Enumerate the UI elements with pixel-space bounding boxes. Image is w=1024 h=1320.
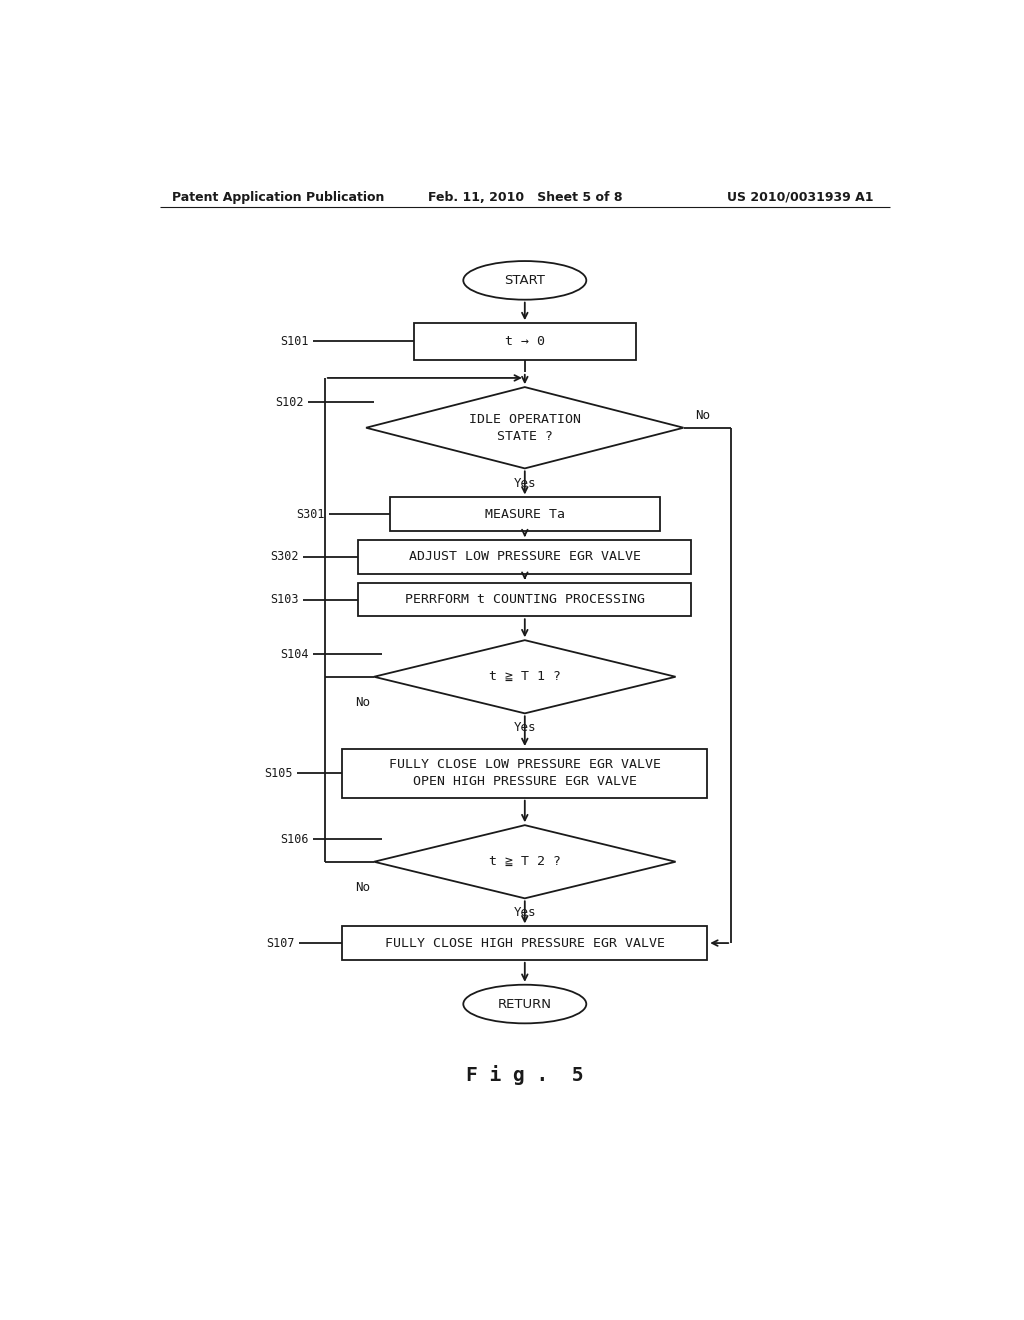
Text: S301: S301 [296, 508, 325, 520]
Text: S103: S103 [270, 593, 299, 606]
Text: S102: S102 [275, 396, 304, 409]
Text: S105: S105 [264, 767, 293, 780]
Text: S106: S106 [281, 833, 309, 846]
Text: No: No [695, 409, 711, 422]
Text: t ≧ T 1 ?: t ≧ T 1 ? [488, 671, 561, 684]
Text: Yes: Yes [514, 722, 536, 734]
Text: ADJUST LOW PRESSURE EGR VALVE: ADJUST LOW PRESSURE EGR VALVE [409, 550, 641, 564]
Text: F i g .  5: F i g . 5 [466, 1065, 584, 1085]
Bar [342, 927, 708, 960]
Bar [414, 323, 636, 359]
Text: S101: S101 [281, 335, 309, 348]
Bar [342, 748, 708, 797]
Text: RETURN: RETURN [498, 998, 552, 1011]
Text: No: No [355, 880, 370, 894]
Text: S107: S107 [266, 937, 295, 949]
Text: START: START [505, 273, 545, 286]
Text: PERRFORM t COUNTING PROCESSING: PERRFORM t COUNTING PROCESSING [404, 593, 645, 606]
Text: FULLY CLOSE HIGH PRESSURE EGR VALVE: FULLY CLOSE HIGH PRESSURE EGR VALVE [385, 937, 665, 949]
Text: t ≧ T 2 ?: t ≧ T 2 ? [488, 855, 561, 869]
Text: S104: S104 [281, 648, 309, 661]
Text: S302: S302 [270, 550, 299, 564]
Text: Yes: Yes [514, 907, 536, 920]
Text: Feb. 11, 2010   Sheet 5 of 8: Feb. 11, 2010 Sheet 5 of 8 [428, 190, 622, 203]
Bar [358, 582, 691, 616]
Text: MEASURE Ta: MEASURE Ta [484, 508, 565, 520]
Bar [390, 498, 659, 531]
Text: US 2010/0031939 A1: US 2010/0031939 A1 [727, 190, 873, 203]
Text: Yes: Yes [514, 477, 536, 490]
Text: Patent Application Publication: Patent Application Publication [172, 190, 384, 203]
Text: t → 0: t → 0 [505, 335, 545, 348]
Text: IDLE OPERATION
STATE ?: IDLE OPERATION STATE ? [469, 413, 581, 442]
Text: FULLY CLOSE LOW PRESSURE EGR VALVE
OPEN HIGH PRESSURE EGR VALVE: FULLY CLOSE LOW PRESSURE EGR VALVE OPEN … [389, 758, 660, 788]
Bar [358, 540, 691, 574]
Text: No: No [355, 696, 370, 709]
